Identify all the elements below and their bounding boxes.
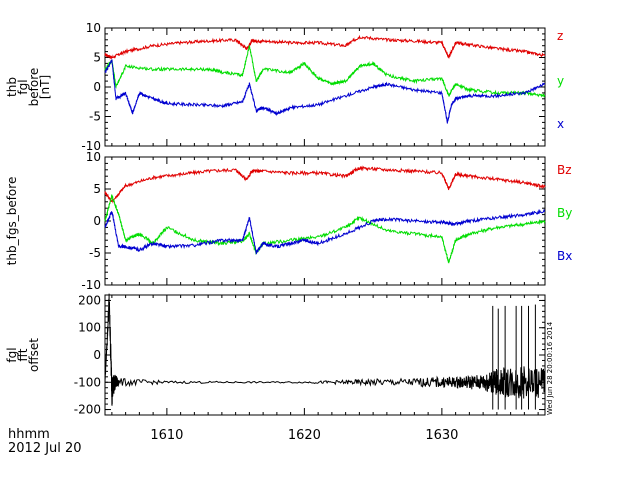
series-line-Bx — [104, 208, 545, 255]
series-line-Bz — [104, 165, 546, 204]
legend-label-By: By — [557, 206, 572, 220]
legend-label-x: x — [557, 117, 564, 131]
series-line-z — [104, 34, 546, 60]
y-tick-label: -5 — [89, 110, 101, 124]
x-tick-label: 1610 — [150, 428, 183, 443]
y-tick-label: 0 — [93, 80, 101, 94]
legend-label-Bz: Bz — [557, 163, 572, 177]
legend-label-Bx: Bx — [557, 249, 572, 263]
legend-label-y: y — [557, 74, 564, 88]
panel-frame — [104, 294, 546, 416]
y-axis-label: [nT] — [38, 75, 52, 99]
panels-group: -10-50510thbfglbefore[nT]zyx-10-50510thb… — [5, 21, 572, 443]
y-axis-label: offset — [27, 338, 41, 372]
series-line-y — [104, 45, 546, 98]
y-axis-label: fft — [16, 348, 30, 361]
y-axis-label: fgl — [16, 79, 30, 94]
y-tick-label: 10 — [86, 21, 101, 35]
panel-2: -10 -5 0 5 10 thb_fgs_before Bz By Bx — [5, 150, 572, 292]
legend-label-z: z — [557, 29, 563, 43]
y-tick-label: 0 — [93, 348, 101, 362]
y-tick-label: 100 — [78, 321, 101, 335]
series-line-x — [104, 59, 545, 124]
series-line-By — [104, 194, 546, 264]
series-line-offset — [104, 293, 546, 406]
y-tick-label: 200 — [78, 293, 101, 307]
y-axis-label: fgl — [5, 347, 19, 362]
y-axis-label: before — [27, 68, 41, 107]
y-tick-label: 10 — [86, 150, 101, 164]
y-tick-label: -10 — [81, 278, 101, 292]
y-tick-label: -200 — [74, 403, 101, 417]
y-tick-label: -100 — [74, 375, 101, 389]
x-axis-date: 2012 Jul 20 — [8, 441, 82, 456]
x-tick-label: 1630 — [425, 428, 458, 443]
y-axis-label: thb — [5, 77, 19, 97]
x-axis-unit: hhmm — [8, 427, 50, 442]
y-tick-label: -10 — [81, 139, 101, 153]
y-tick-label: -5 — [89, 246, 101, 260]
y-axis-label: thb_fgs_before — [5, 177, 19, 266]
y-tick-label: 5 — [93, 51, 101, 65]
x-tick-label: 1620 — [288, 428, 321, 443]
y-tick-label: 5 — [93, 182, 101, 196]
timestamp-stamp: Wed Jun 28 20:00:16 2014 — [546, 321, 554, 415]
y-tick-label: 0 — [93, 214, 101, 228]
